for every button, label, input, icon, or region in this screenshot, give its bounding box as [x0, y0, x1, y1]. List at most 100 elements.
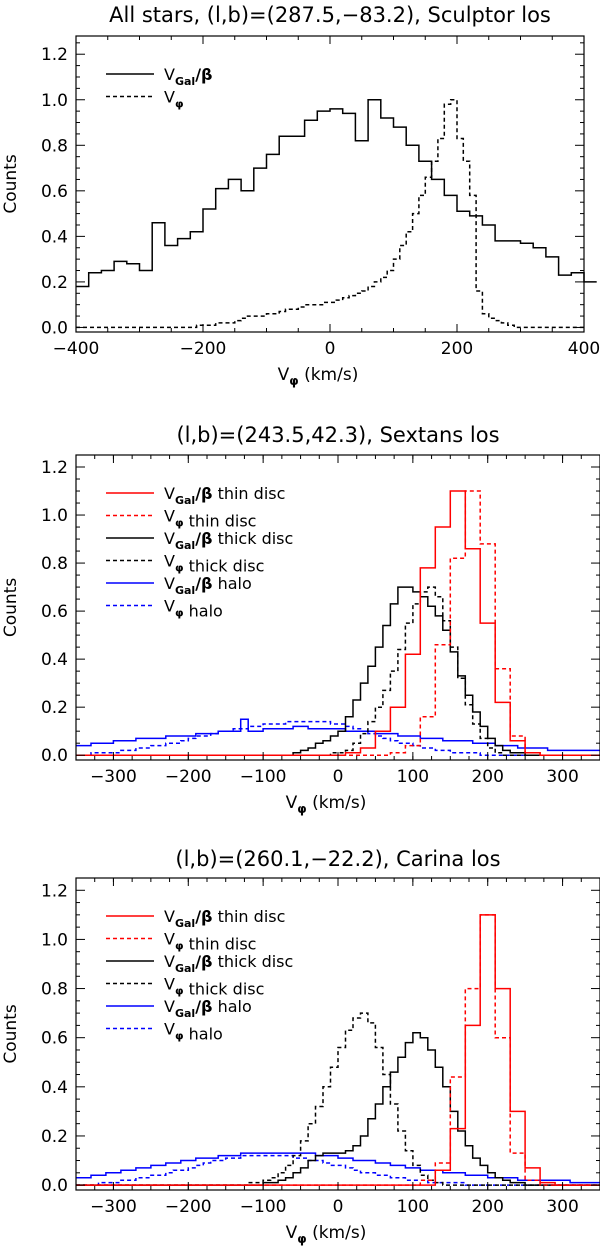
- legend-main: V: [164, 952, 175, 971]
- legend-entry: VGal/β thin disc: [164, 907, 285, 930]
- legend-sub: φ: [175, 1030, 184, 1043]
- x-axis-label-unit: (km/s): [307, 793, 367, 813]
- x-axis-label: Vφ (km/s): [278, 365, 359, 388]
- legend-sub: Gal: [175, 75, 195, 88]
- legend-main: V: [164, 552, 175, 571]
- legend-rest: /β: [195, 529, 212, 548]
- legend-sub: φ: [175, 98, 184, 111]
- x-tick-label: 300: [546, 767, 578, 787]
- legend-sub: φ: [175, 985, 184, 998]
- x-axis-label-main: V: [286, 793, 298, 813]
- plot-frame: [75, 454, 600, 761]
- legend-sub: Gal: [175, 584, 195, 597]
- y-tick-label: 0.0: [41, 1176, 68, 1196]
- y-tick-label: 1.0: [41, 91, 68, 111]
- legend-entry: Vφ halo: [164, 597, 223, 621]
- plot-frame: [75, 35, 585, 333]
- y-tick-label: 0.2: [41, 273, 68, 293]
- y-tick-label: 0.6: [41, 182, 68, 202]
- legend-main: V: [164, 65, 175, 84]
- legend-entry: VGal/β thin disc: [164, 484, 285, 507]
- y-tick-label: 1.2: [41, 458, 68, 478]
- legend-main: V: [164, 507, 175, 526]
- legend-entry: VGal/β thick disc: [164, 529, 293, 552]
- legend-main: V: [164, 484, 175, 503]
- series-2-line: [76, 99, 584, 329]
- series-1-line: [76, 1152, 600, 1184]
- y-tick-label: 0.8: [41, 136, 68, 156]
- y-tick-label: 0.6: [41, 602, 68, 622]
- chart-title: (l,b)=(260.1,−22.2), Carina los: [175, 847, 500, 871]
- series-6-line: [76, 490, 600, 756]
- x-axis-label: Vφ (km/s): [286, 793, 367, 816]
- legend-label: thin disc: [212, 484, 285, 503]
- x-tick-label: 0: [325, 339, 336, 359]
- series-4-line: [76, 586, 600, 756]
- legend-sub: Gal: [175, 962, 195, 975]
- legend-sub: Gal: [175, 1007, 195, 1020]
- series-3-line: [76, 586, 600, 756]
- chart-title: (l,b)=(243.5,42.3), Sextans los: [176, 423, 499, 447]
- x-tick-label: 100: [397, 1197, 429, 1217]
- y-tick-label: 0.0: [41, 318, 68, 338]
- x-axis-label: Vφ (km/s): [286, 1223, 367, 1246]
- chart-panel-3: (l,b)=(260.1,−22.2), Carina los −300 −200 −…: [1, 847, 600, 1246]
- x-tick-label: −100: [240, 1197, 287, 1217]
- chart-title: All stars, (l,b)=(287.5,−83.2), Sculptor…: [109, 3, 551, 27]
- plot-frame: [75, 877, 600, 1191]
- y-tick-label: 0.6: [41, 1029, 68, 1049]
- legend-entry: Vφ thin disc: [164, 930, 256, 954]
- x-tick-label: 200: [471, 1197, 503, 1217]
- legend-label: thick disc: [184, 980, 265, 999]
- chart-panel-1: All stars, (l,b)=(287.5,−83.2), Sculptor…: [1, 3, 600, 388]
- x-tick-label: −300: [90, 767, 137, 787]
- legend-sub: Gal: [175, 917, 195, 930]
- x-tick-label: 200: [471, 767, 503, 787]
- x-axis-label-sub: φ: [297, 802, 306, 816]
- x-tick-label: 0: [333, 767, 344, 787]
- legend-label: thick disc: [184, 557, 265, 576]
- x-tick-label: 400: [568, 339, 600, 359]
- x-axis-label-main: V: [286, 1223, 298, 1243]
- y-axis-label: Counts: [1, 154, 21, 213]
- x-tick-label: 300: [546, 1197, 578, 1217]
- legend-entry: Vφ: [164, 88, 184, 111]
- legend-rest: /β: [195, 997, 212, 1016]
- legend-main: V: [164, 597, 175, 616]
- legend-main: V: [164, 930, 175, 949]
- x-tick-label: −200: [165, 1197, 212, 1217]
- legend-label: halo: [212, 997, 251, 1016]
- y-axis-label: Counts: [1, 578, 21, 637]
- legend-rest: /β: [195, 952, 212, 971]
- legend-entry: Vφ halo: [164, 1020, 223, 1044]
- x-axis-label-unit: (km/s): [307, 1223, 367, 1243]
- y-tick-label: 0.2: [41, 1127, 68, 1147]
- x-tick-label: −200: [180, 339, 227, 359]
- y-tick-label: 0.8: [41, 980, 68, 1000]
- legend-sub: φ: [175, 607, 184, 620]
- legend-main: V: [164, 574, 175, 593]
- x-axis-label-unit: (km/s): [299, 365, 359, 385]
- legend-label: thick disc: [212, 529, 293, 548]
- y-tick-label: 1.0: [41, 930, 68, 950]
- legend-main: V: [164, 997, 175, 1016]
- legend-sub: φ: [175, 562, 184, 575]
- legend-rest: /β: [195, 484, 212, 503]
- y-tick-label: 0.4: [41, 650, 68, 670]
- x-axis-label-sub: φ: [297, 1232, 306, 1246]
- series-4-line: [76, 1012, 600, 1186]
- y-axis-label: Counts: [1, 1004, 21, 1063]
- series-1-line: [76, 99, 597, 288]
- y-tick-label: 0.4: [41, 1078, 68, 1098]
- legend-main: V: [164, 907, 175, 926]
- legend-entry: VGal/β halo: [164, 997, 252, 1020]
- y-tick-label: 0.2: [41, 698, 68, 718]
- legend-main: V: [164, 1020, 175, 1039]
- series-3-line: [76, 1032, 600, 1186]
- legend-label: thin disc: [184, 935, 257, 954]
- legend-entry: VGal/β: [164, 65, 212, 88]
- y-tick-label: 1.2: [41, 45, 68, 65]
- series-2-line: [76, 720, 600, 756]
